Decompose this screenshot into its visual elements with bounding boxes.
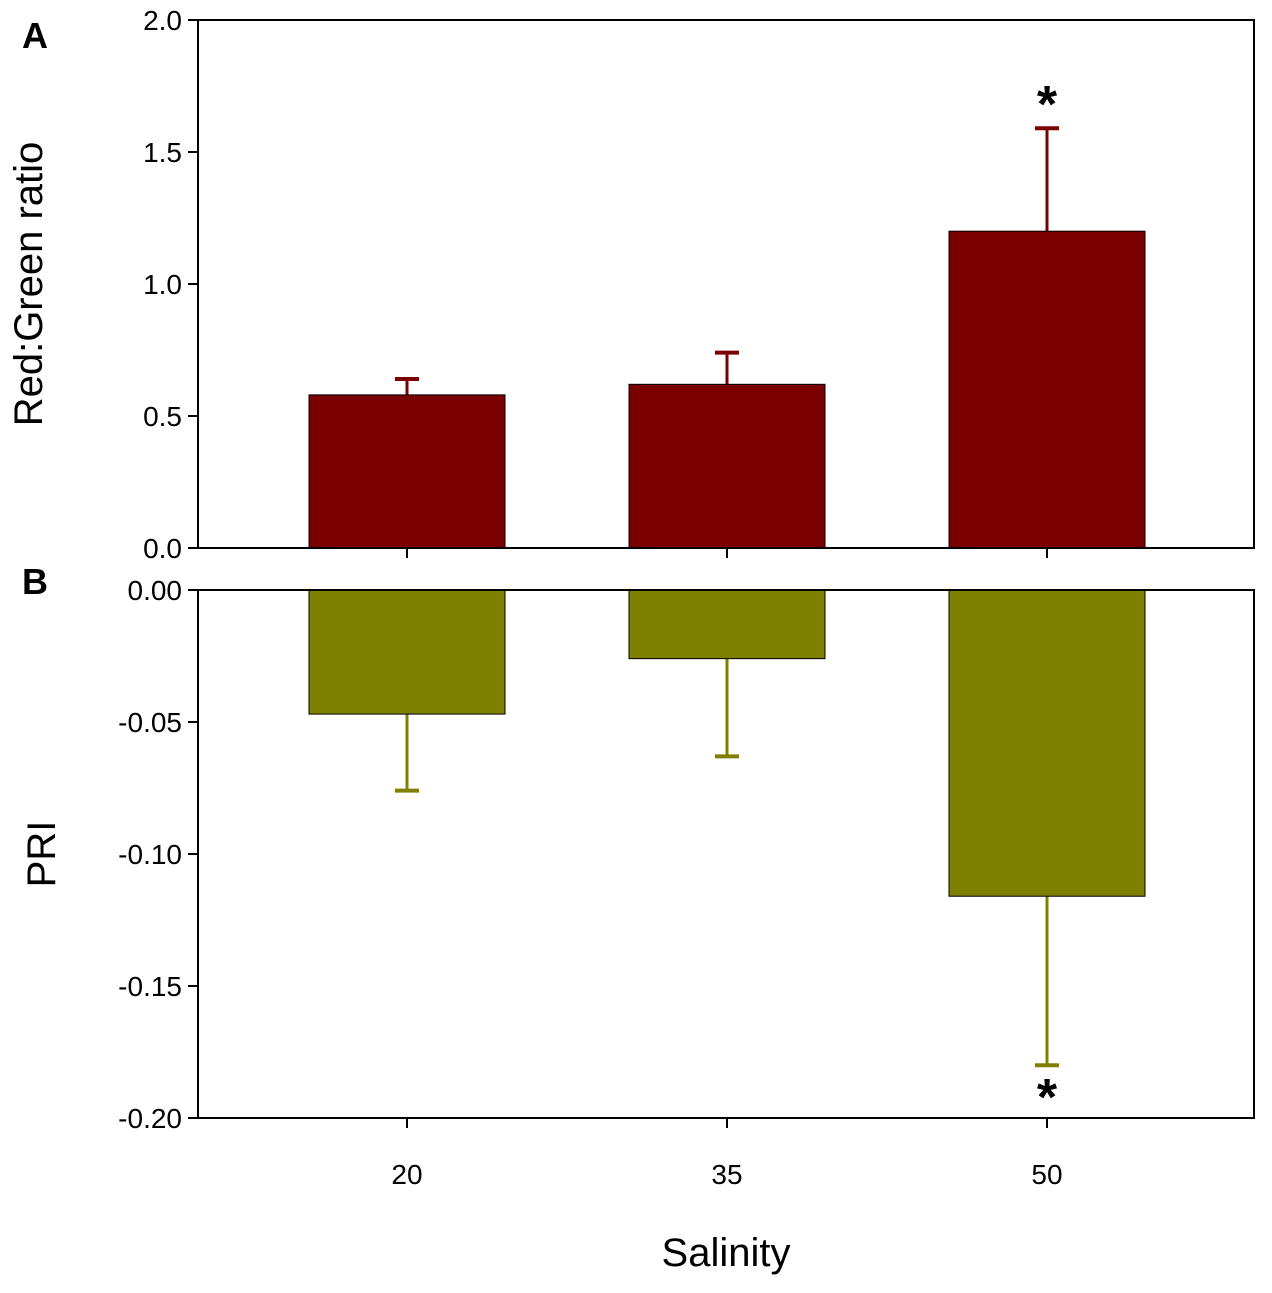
panel-b-y-tick-label: 0.00 xyxy=(128,575,183,606)
panel-b-frame xyxy=(197,589,1255,1119)
x-tick-label-20: 20 xyxy=(391,1159,422,1190)
panel-a-y-tick-label: 1.0 xyxy=(143,269,182,300)
panel-a-y-tick-label: 0.0 xyxy=(143,533,182,564)
panel-a-label: A xyxy=(22,15,48,56)
x-tick-label-35: 35 xyxy=(711,1159,742,1190)
panel-b-y-tick-label: -0.10 xyxy=(118,839,182,870)
panel-b-bar-20 xyxy=(308,589,506,715)
panel-a-y-tick-label: 1.5 xyxy=(143,137,182,168)
panel-b-y-tick-label: -0.05 xyxy=(118,707,182,738)
panel-b-bar-35 xyxy=(628,589,826,660)
panel-a-y-axis-title: Red:Green ratio xyxy=(7,142,51,427)
panel-a-y-tick-label: 0.5 xyxy=(143,401,182,432)
panel-a-y-tick-label: 2.0 xyxy=(143,5,182,36)
panel-a-frame xyxy=(197,19,1255,549)
panel-b-bar-50 xyxy=(948,589,1146,897)
panel-b-y-axis-title: PRI xyxy=(20,821,64,888)
panel-a-bar-35 xyxy=(628,383,826,549)
panel-b-label: B xyxy=(22,561,48,602)
panel-b-y-tick-label: -0.15 xyxy=(118,971,182,1002)
panel-a-bar-20 xyxy=(308,394,506,549)
panel-b-y-tick-label: -0.20 xyxy=(118,1103,182,1134)
panel-b: B 0.00 -0.05 -0.10 -0.15 -0.20 * 20 35 50 PRI Sa… xyxy=(20,561,1255,1275)
panel-b-significance-50: * xyxy=(1037,1069,1058,1127)
x-tick-label-50: 50 xyxy=(1031,1159,1062,1190)
panel-a-bar-50 xyxy=(948,230,1146,549)
x-axis-title: Salinity xyxy=(662,1231,791,1275)
panel-a: A 0.0 0.5 1.0 1.5 2.0 * Red:Green ratio xyxy=(7,5,1255,564)
panel-a-significance-50: * xyxy=(1037,76,1058,134)
